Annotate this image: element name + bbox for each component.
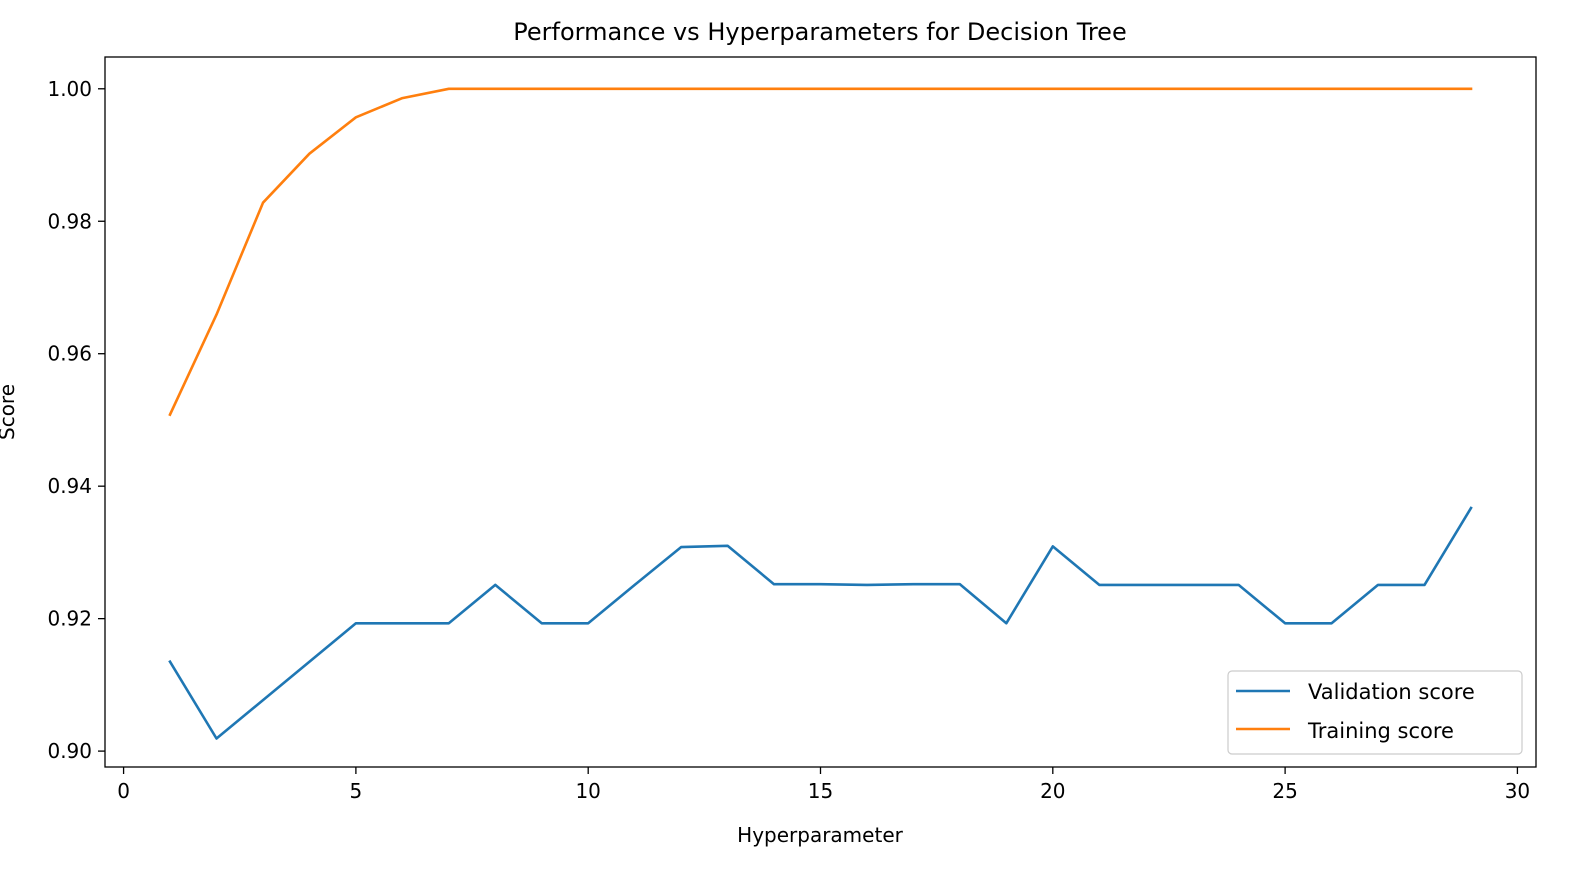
x-tick-label: 15 — [808, 779, 833, 803]
plot-area — [168, 87, 1473, 740]
legend-label-validation: Validation score — [1308, 680, 1475, 704]
y-tick-label: 0.90 — [47, 739, 92, 763]
x-tick-label: 10 — [575, 779, 600, 803]
legend-label-training: Training score — [1307, 719, 1454, 743]
y-tick-label: 0.98 — [47, 209, 92, 233]
x-tick-label: 20 — [1040, 779, 1065, 803]
y-tick-label: 0.92 — [47, 607, 92, 631]
y-tick-label: 0.96 — [47, 342, 92, 366]
chart-title: Performance vs Hyperparameters for Decis… — [513, 18, 1126, 46]
y-axis: 0.90 0.92 0.94 0.96 0.98 1.00 — [47, 77, 105, 763]
y-tick-label: 0.94 — [47, 474, 92, 498]
x-tick-label: 0 — [117, 779, 130, 803]
x-tick-label: 25 — [1272, 779, 1297, 803]
x-axis-label: Hyperparameter — [737, 823, 903, 847]
legend-frame — [1227, 670, 1523, 755]
series-line-training — [168, 87, 1473, 417]
x-axis: 0 5 10 15 20 25 30 — [117, 767, 1530, 803]
y-axis-label: Score — [0, 384, 19, 440]
legend: Validation score Training score — [1227, 670, 1523, 755]
series-line-validation — [168, 506, 1473, 740]
x-tick-label: 30 — [1505, 779, 1530, 803]
x-tick-label: 5 — [350, 779, 363, 803]
y-tick-label: 1.00 — [47, 77, 92, 101]
